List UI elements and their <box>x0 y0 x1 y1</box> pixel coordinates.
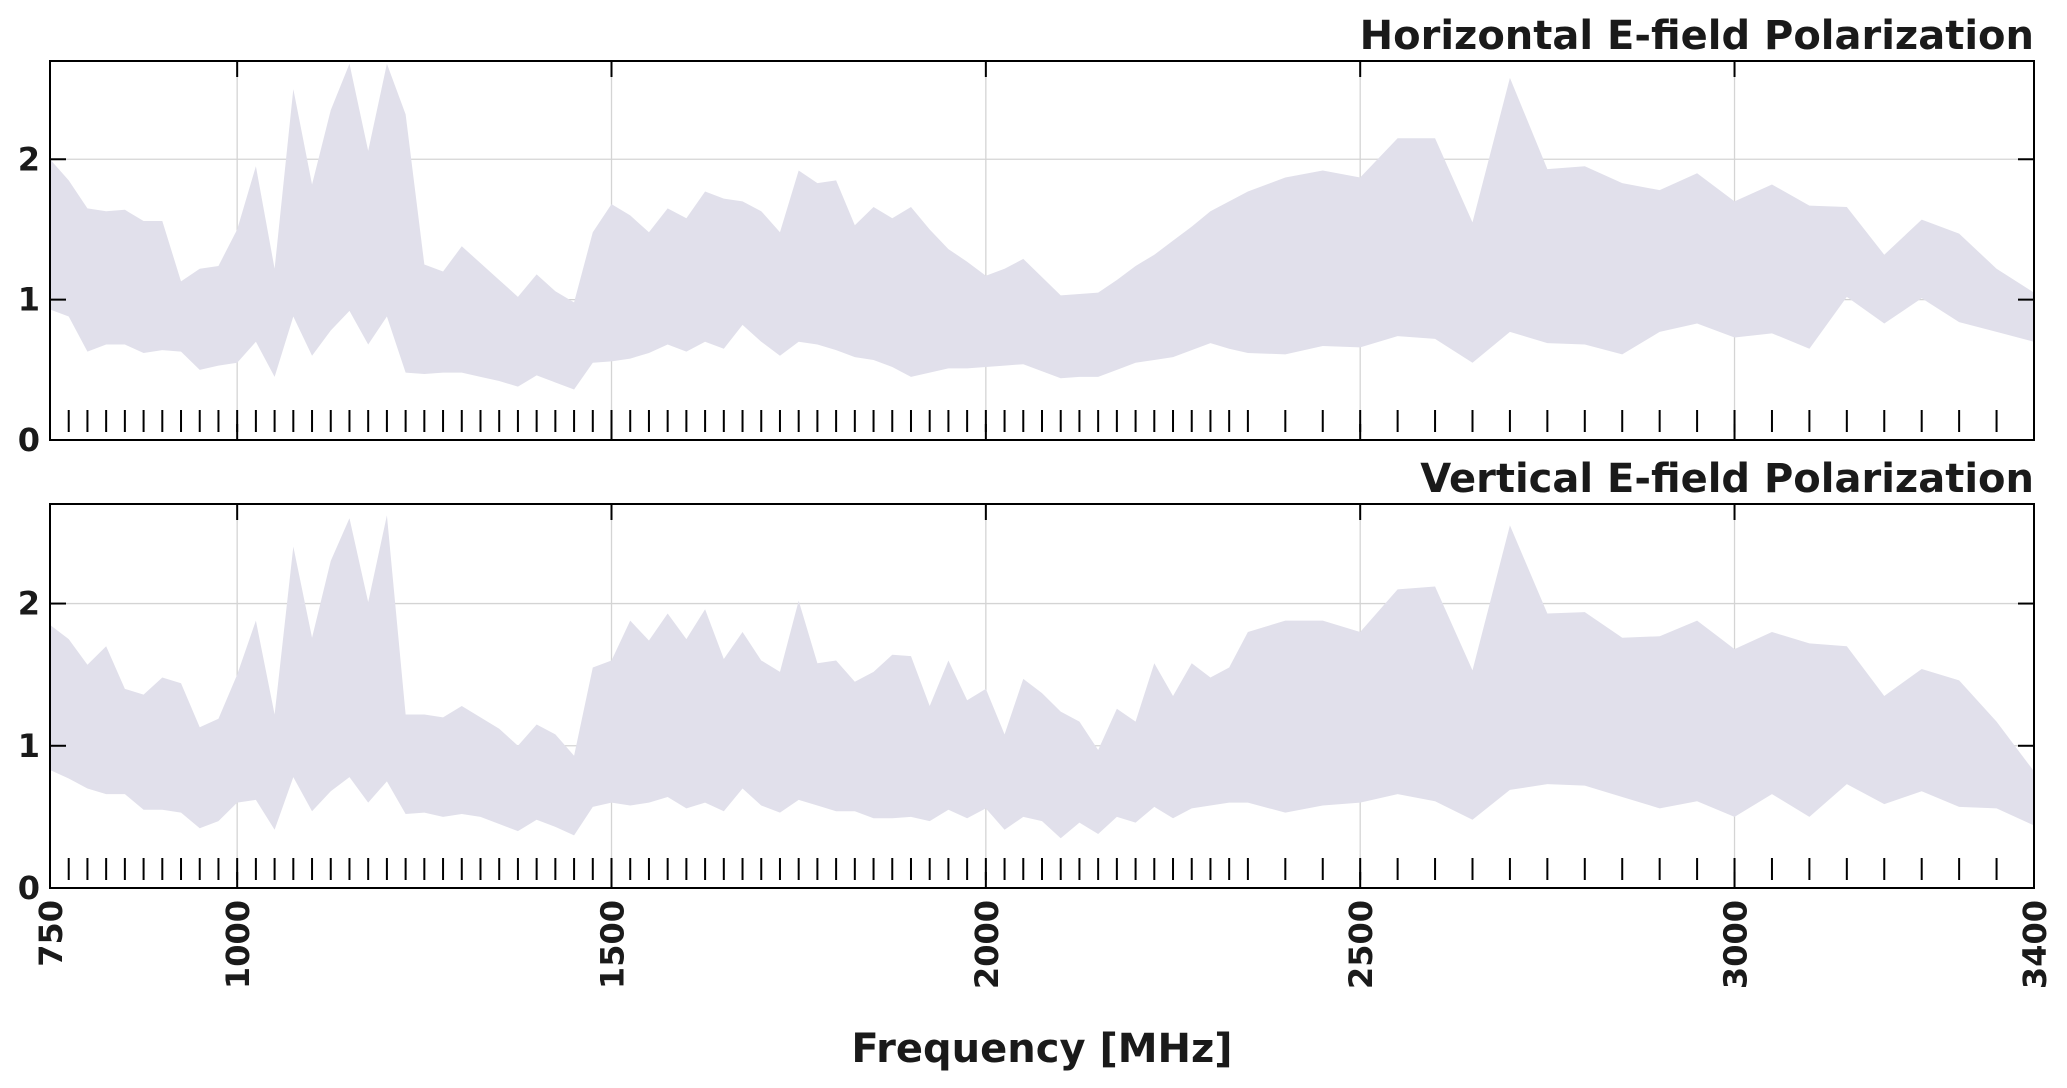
axes-box <box>49 60 2035 441</box>
x-tick-label: 3400 <box>2016 900 2054 989</box>
y-tick-label: 1 <box>18 281 40 319</box>
x-axis-label: Frequency [MHz] <box>851 1026 1232 1072</box>
chart-title: Vertical E-field Polarization <box>1420 456 2034 502</box>
x-tick-label: 1500 <box>594 900 632 989</box>
x-tick-label: 750 <box>32 900 70 967</box>
y-tick-label: 1 <box>18 727 40 765</box>
axes-box <box>49 503 2035 889</box>
y-tick-label: 0 <box>18 869 40 907</box>
y-tick-label: 2 <box>18 585 40 623</box>
y-tick-label: 0 <box>18 421 40 459</box>
x-tick-label: 2000 <box>968 900 1006 989</box>
chart-title: Horizontal E-field Polarization <box>1360 13 2034 59</box>
y-tick-label: 2 <box>18 140 40 178</box>
x-tick-label: 1000 <box>219 900 257 989</box>
x-tick-label: 2500 <box>1342 900 1380 989</box>
band-area <box>50 515 2034 839</box>
band-area <box>50 63 2034 390</box>
x-tick-label: 3000 <box>1717 900 1755 989</box>
